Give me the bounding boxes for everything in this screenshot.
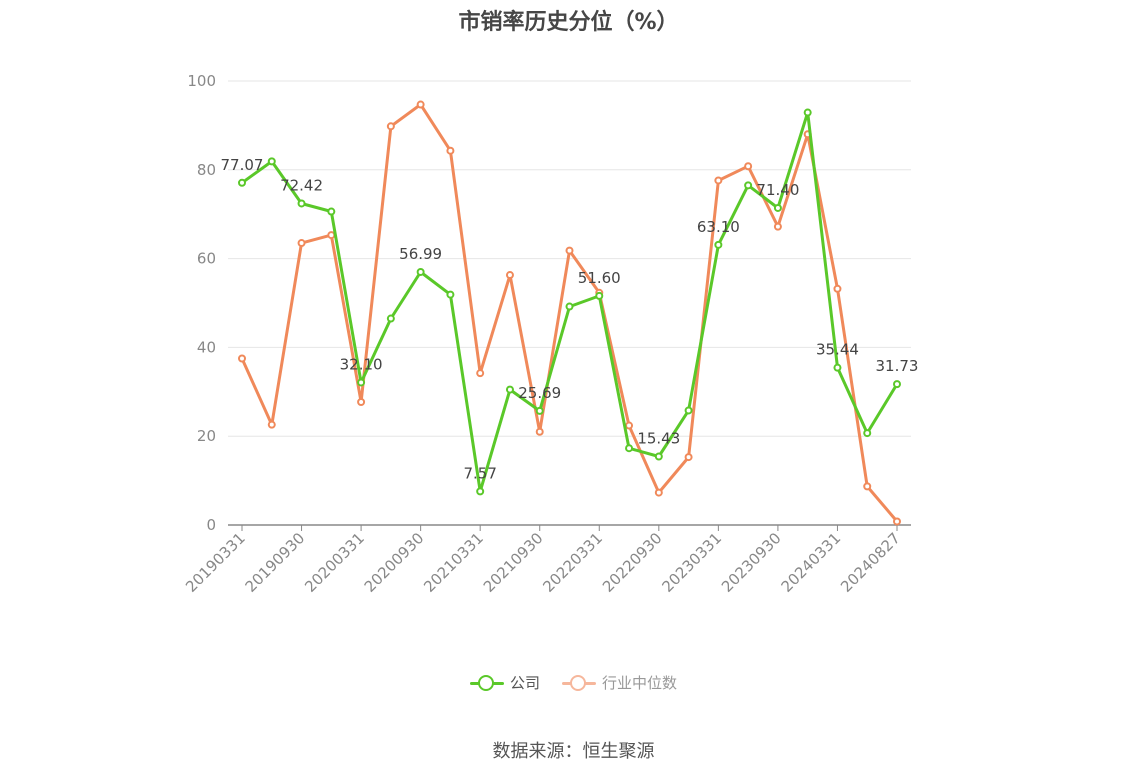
- series-line-1: [240, 103, 899, 523]
- data-label-20200930: 56.99: [399, 245, 442, 263]
- point-s0-20240630: [863, 429, 872, 438]
- x-tick-label-20190930: 20190930: [242, 529, 309, 596]
- point-s0-20220630: [625, 444, 634, 453]
- point-s1-20190630: [267, 420, 276, 429]
- x-tick-label-20220930: 20220930: [599, 529, 666, 596]
- point-s1-20220930: [654, 488, 663, 497]
- point-s1-20200930: [416, 100, 425, 109]
- point-s1-20201231: [446, 146, 455, 155]
- x-tick-label-20240331: 20240331: [778, 529, 845, 596]
- point-s1-20210930: [535, 427, 544, 436]
- point-s0-20201231: [446, 290, 455, 299]
- point-s0-20190630: [267, 157, 276, 166]
- point-s1-20190331: [238, 354, 246, 363]
- point-s0-20191231: [327, 207, 336, 216]
- point-s0-20231231: [803, 108, 812, 117]
- x-tick-label-20200930: 20200930: [361, 529, 428, 596]
- point-s0-20240331: [833, 363, 842, 372]
- legend-label-company: 公司: [509, 674, 540, 692]
- point-s0-20230630: [744, 181, 753, 190]
- y-tick-label-0: 0: [206, 516, 216, 534]
- legend-label-industry-median: 行业中位数: [602, 674, 678, 692]
- point-s1-20220630: [625, 421, 634, 430]
- legend-swatch-industry-icon: [562, 674, 596, 691]
- x-tick-label-20230331: 20230331: [658, 529, 725, 596]
- point-s0-20200930: [416, 267, 425, 276]
- x-tick-label-20230930: 20230930: [718, 529, 785, 596]
- legend-swatch-company-icon: [469, 674, 504, 691]
- legend: 公司 行业中位数: [0, 672, 1147, 693]
- y-tick-label-20: 20: [197, 427, 216, 445]
- point-s0-20210331: [476, 487, 485, 496]
- point-s0-20210630: [505, 385, 514, 394]
- x-tick-label-20220331: 20220331: [539, 529, 606, 596]
- x-tick-label-20210930: 20210930: [480, 529, 547, 596]
- point-s0-20220331: [595, 291, 604, 300]
- data-label-20190331: 77.07: [221, 156, 264, 174]
- point-s0-20190930: [297, 199, 306, 208]
- point-s1-20230630: [744, 162, 753, 171]
- x-tick-label-20240827: 20240827: [837, 529, 904, 596]
- x-tick-label-20200331: 20200331: [301, 529, 368, 596]
- point-s1-20240630: [863, 482, 872, 491]
- point-s1-20211231: [565, 246, 574, 255]
- data-source: 数据来源：恒生聚源: [492, 741, 655, 762]
- data-labels: 77.07 72.42 32.10 56.99 7.57 25.69 51.60 15.43 6…: [221, 156, 919, 483]
- point-s0-20230331: [714, 240, 723, 249]
- data-label-20210331: 7.57: [463, 464, 496, 482]
- y-tick-label-100: 100: [187, 72, 216, 90]
- point-s1-20190930: [297, 239, 306, 248]
- point-s0-20210930: [535, 406, 544, 415]
- legend-item-industry-median[interactable]: 行业中位数: [562, 672, 677, 693]
- x-tick-label-20190331: 20190331: [182, 529, 249, 596]
- data-label-20200331: 32.10: [340, 355, 383, 373]
- chart-title: 市销率历史分位（%）: [458, 10, 679, 35]
- y-tick-label-80: 80: [197, 161, 216, 179]
- data-label-20190930: 72.42: [280, 176, 323, 194]
- data-label-20230930: 71.40: [756, 181, 799, 199]
- point-s0-20221231: [684, 406, 693, 415]
- point-s1-20210331: [476, 369, 485, 378]
- data-label-20220331: 51.60: [578, 269, 621, 287]
- point-s1-20221231: [684, 453, 693, 462]
- point-s0-20230930: [773, 203, 782, 212]
- point-s0-20220930: [654, 452, 663, 461]
- data-label-20230331: 63.10: [697, 218, 740, 236]
- point-s0-20200630: [386, 314, 395, 323]
- point-s1-20230331: [714, 176, 723, 185]
- line-chart: 0 20 40 60 80 100 2019033120190930202003312020…: [182, 72, 919, 596]
- series: [238, 100, 901, 526]
- point-s0-20240827: [893, 380, 901, 389]
- point-s1-20191231: [327, 231, 336, 240]
- data-label-20240827: 31.73: [876, 357, 919, 375]
- data-label-20220930: 15.43: [637, 429, 680, 447]
- point-s1-20210630: [505, 271, 514, 280]
- data-label-20240331: 35.44: [816, 341, 859, 359]
- point-s1-20240827: [893, 517, 901, 526]
- data-label-20210930: 25.69: [518, 384, 561, 402]
- point-s1-20240331: [833, 284, 842, 293]
- point-s0-20190331: [238, 178, 246, 187]
- y-tick-label-40: 40: [197, 338, 216, 356]
- point-s0-20200331: [357, 378, 366, 387]
- x-tick-label-20210331: 20210331: [420, 529, 487, 596]
- point-s0-20211231: [565, 302, 574, 311]
- legend-item-company[interactable]: 公司: [469, 672, 540, 693]
- point-s1-20200630: [386, 122, 395, 131]
- point-s1-20230930: [773, 222, 782, 231]
- point-s1-20200331: [357, 398, 366, 407]
- y-tick-label-60: 60: [197, 250, 216, 268]
